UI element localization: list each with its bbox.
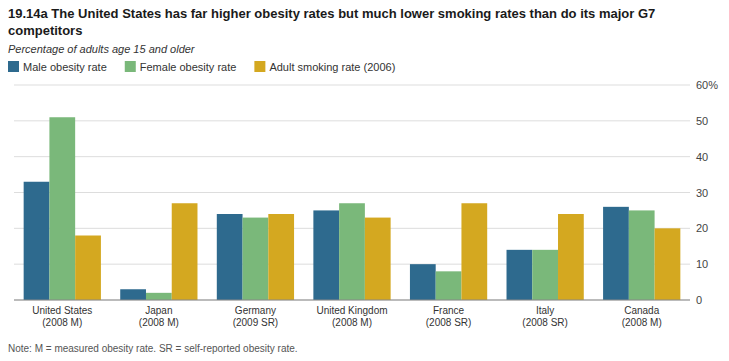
grid-line xyxy=(14,156,690,157)
x-tick-label: Japan(2008 M) xyxy=(139,305,179,328)
bar xyxy=(172,203,198,300)
bar xyxy=(243,218,269,300)
legend-swatch xyxy=(125,61,136,72)
bar xyxy=(365,218,391,300)
x-tick-label: Italy(2008 SR) xyxy=(522,305,568,328)
grid-line xyxy=(14,300,690,301)
x-tick-label: United Kingdom(2008 M) xyxy=(316,305,387,328)
bar xyxy=(507,250,533,300)
y-tick-label: 50 xyxy=(696,115,708,127)
legend: Male obesity rate Female obesity rate Adul… xyxy=(8,61,395,73)
title: 19.14a The United States has far higher … xyxy=(8,6,655,38)
y-tick-label: 30 xyxy=(696,187,708,199)
legend-label: Female obesity rate xyxy=(140,61,237,73)
subtitle: Percentage of adults age 15 and older xyxy=(8,43,196,55)
y-tick-label: 0 xyxy=(696,294,702,306)
bar xyxy=(655,228,681,300)
x-axis-line xyxy=(14,300,690,301)
bars xyxy=(24,117,681,300)
bar xyxy=(339,203,365,300)
x-tick-label: France(2008 SR) xyxy=(426,305,472,328)
bar xyxy=(146,293,172,300)
x-tick-label: Canada(2008 M) xyxy=(622,305,662,328)
bar xyxy=(629,210,655,300)
bar xyxy=(49,117,75,300)
legend-label: Adult smoking rate (2006) xyxy=(269,61,395,73)
legend-swatch xyxy=(8,61,19,72)
grid-line xyxy=(14,85,690,86)
bar xyxy=(75,236,101,301)
bar xyxy=(558,214,584,300)
grid-line xyxy=(14,192,690,193)
bar xyxy=(436,271,462,300)
x-tick-label: United States(2008 M) xyxy=(32,305,92,328)
note: Note: M = measured obesity rate. SR = se… xyxy=(8,343,298,354)
chart: 19.14a The United States has far higher … xyxy=(0,0,729,361)
bar xyxy=(217,214,243,300)
bar xyxy=(24,182,50,300)
bar xyxy=(268,214,294,300)
x-tick-label: Germany(2009 SR) xyxy=(233,305,279,328)
y-tick-label: 60% xyxy=(696,79,718,91)
y-tick-label: 10 xyxy=(696,258,708,270)
bar xyxy=(313,210,339,300)
bar xyxy=(532,250,558,300)
bar xyxy=(461,203,487,300)
y-tick-label: 40 xyxy=(696,151,708,163)
bar xyxy=(603,207,629,300)
legend-label: Male obesity rate xyxy=(23,61,107,73)
bar xyxy=(120,289,146,300)
y-tick-label: 20 xyxy=(696,222,708,234)
grid-line xyxy=(14,120,690,121)
grid xyxy=(14,85,690,300)
legend-swatch xyxy=(254,61,265,72)
bar xyxy=(410,264,436,300)
